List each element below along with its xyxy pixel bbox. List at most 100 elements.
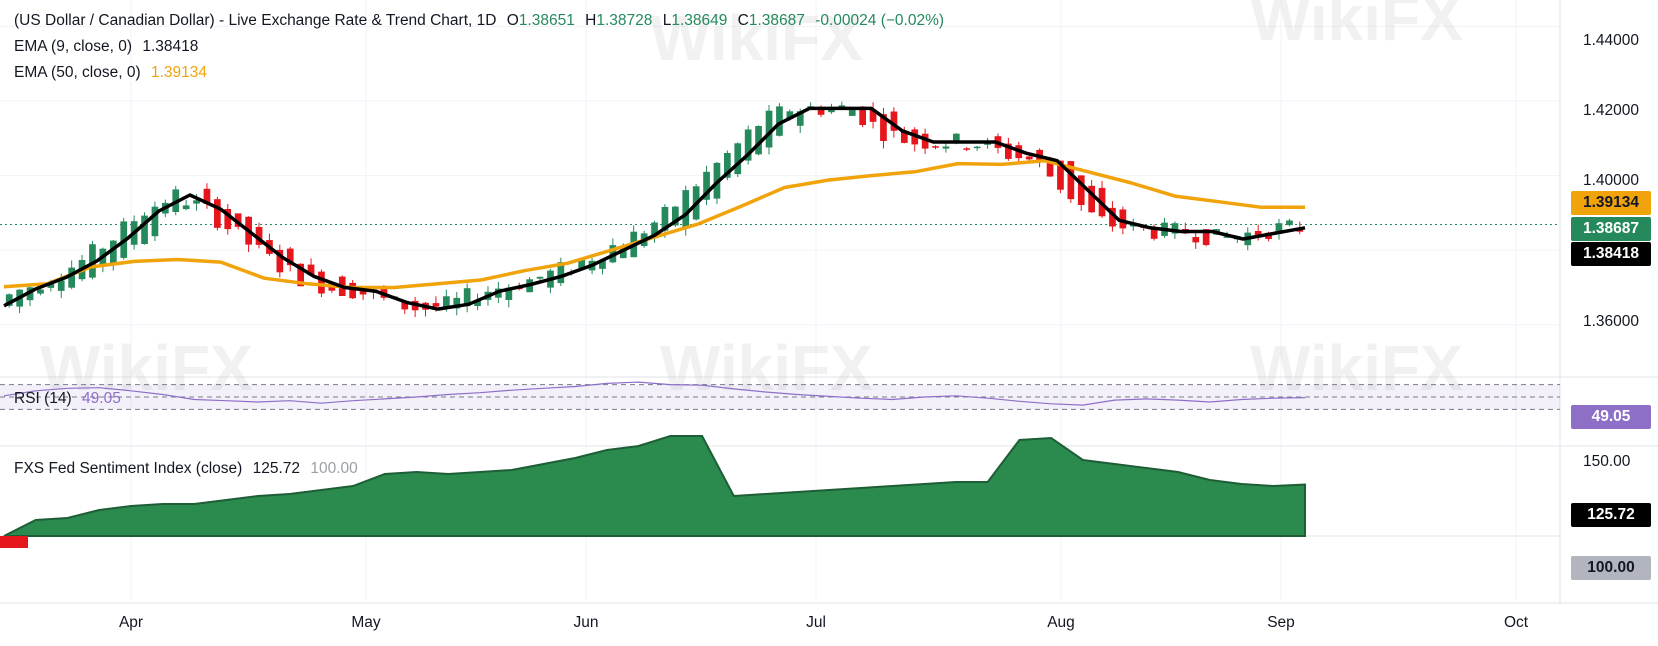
x-tick-label: May bbox=[351, 614, 381, 631]
low-label: L1.38649 bbox=[662, 12, 728, 29]
candle-body bbox=[557, 262, 565, 284]
candle-body bbox=[921, 133, 929, 149]
ema50-label: EMA (50, close, 0) bbox=[14, 64, 141, 81]
y-tick-label: 1.40000 bbox=[1583, 172, 1640, 189]
candle-body bbox=[817, 109, 825, 115]
candle-body bbox=[682, 190, 690, 229]
candle-body bbox=[838, 105, 846, 108]
candle-body bbox=[973, 146, 981, 149]
candle-body bbox=[234, 213, 242, 227]
candle-body bbox=[1088, 185, 1095, 213]
fxs-value: 125.72 bbox=[252, 460, 301, 477]
watermark-logo: WikiFX bbox=[40, 332, 253, 404]
candle-body bbox=[401, 300, 409, 310]
candle-body bbox=[224, 209, 232, 230]
candle-body bbox=[536, 276, 544, 279]
fxs-legend: FXS Fed Sentiment Index (close) 125.72 1… bbox=[14, 460, 364, 478]
price-legend: (US Dollar / Canadian Dollar) - Live Exc… bbox=[14, 12, 950, 30]
fxs-value-badge: 125.72 bbox=[1571, 503, 1651, 527]
rsi-legend: RSI (14) 49.05 bbox=[14, 390, 127, 408]
candle-body bbox=[578, 260, 585, 269]
candle-body bbox=[1286, 220, 1293, 226]
candle-body bbox=[37, 289, 44, 294]
ema9-price-badge: 1.38418 bbox=[1571, 242, 1651, 266]
fxs-area bbox=[3, 435, 1306, 537]
x-tick-label: Sep bbox=[1267, 614, 1295, 631]
chart-title: (US Dollar / Canadian Dollar) - Live Exc… bbox=[14, 12, 497, 29]
fxs-y-tick-label: 150.00 bbox=[1583, 453, 1631, 470]
candle-body bbox=[151, 206, 159, 237]
candle-body bbox=[432, 303, 440, 307]
ema50-legend: EMA (50, close, 0) 1.39134 bbox=[14, 64, 213, 82]
candle-body bbox=[953, 133, 960, 142]
x-tick-label: Jun bbox=[573, 614, 599, 631]
watermark-logo: WikiFX bbox=[1250, 0, 1463, 54]
fxs-secondary-value: 100.00 bbox=[310, 460, 358, 477]
candle-body bbox=[1109, 207, 1116, 227]
rsi-value-badge: 49.05 bbox=[1571, 405, 1651, 429]
rsi-line bbox=[3, 381, 1306, 406]
candle-body bbox=[453, 297, 461, 309]
candle-body bbox=[505, 287, 513, 300]
candle-body bbox=[1171, 223, 1179, 234]
candle-body bbox=[734, 143, 742, 175]
candle-body bbox=[443, 296, 450, 309]
y-tick-label: 1.42000 bbox=[1583, 102, 1640, 119]
fxs-label: FXS Fed Sentiment Index (close) bbox=[14, 460, 243, 477]
candle-body bbox=[57, 280, 65, 291]
candle-body bbox=[1025, 156, 1033, 160]
candle-body bbox=[796, 111, 804, 126]
candle-body bbox=[848, 110, 856, 116]
candle-body bbox=[1005, 143, 1012, 159]
change-label: -0.00024 (−0.02%) bbox=[815, 12, 945, 29]
ema50-value: 1.39134 bbox=[150, 64, 207, 81]
candle-body bbox=[307, 264, 315, 276]
candle-body bbox=[203, 188, 211, 204]
candle-body bbox=[1150, 228, 1158, 239]
candle-body bbox=[110, 240, 117, 264]
candle-body bbox=[68, 267, 75, 288]
candle-body bbox=[869, 109, 877, 122]
x-tick-label: Apr bbox=[118, 614, 144, 631]
y-tick-label: 1.44000 bbox=[1583, 32, 1640, 49]
candle-body bbox=[599, 259, 606, 269]
x-tick-label: Aug bbox=[1047, 614, 1075, 631]
candle-body bbox=[255, 227, 263, 245]
candle-body bbox=[1192, 237, 1200, 243]
candle-body bbox=[859, 106, 866, 125]
fxs-baseline-badge: 100.00 bbox=[1571, 556, 1651, 580]
ema9-legend: EMA (9, close, 0) 1.38418 bbox=[14, 38, 204, 56]
candle-body bbox=[786, 111, 794, 119]
candle-body bbox=[286, 248, 294, 266]
x-tick-label: Oct bbox=[1503, 614, 1529, 631]
candle-body bbox=[474, 300, 481, 306]
candle-body bbox=[755, 126, 762, 155]
candle-body bbox=[1046, 162, 1054, 177]
candle-body bbox=[141, 215, 148, 244]
candle-body bbox=[5, 294, 13, 306]
high-label: H1.38728 bbox=[585, 12, 653, 29]
candle-body bbox=[724, 153, 731, 178]
watermark-logo: WikiFX bbox=[1250, 332, 1463, 404]
candle-body bbox=[776, 106, 783, 136]
x-tick-label: Jul bbox=[806, 614, 826, 631]
candle-body bbox=[765, 110, 773, 148]
candle-body bbox=[651, 222, 658, 239]
candle-body bbox=[349, 282, 356, 299]
ema50-price-badge: 1.39134 bbox=[1571, 191, 1651, 215]
candle-body bbox=[672, 206, 679, 226]
ema9-value: 1.38418 bbox=[142, 38, 199, 55]
watermark-logo: WikiFX bbox=[650, 2, 863, 74]
last-price-badge: 1.38687 bbox=[1571, 217, 1651, 241]
candle-body bbox=[1067, 161, 1075, 200]
candle-body bbox=[1202, 229, 1210, 245]
candle-body bbox=[932, 146, 939, 148]
candle-body bbox=[703, 171, 710, 200]
candle-body bbox=[1057, 160, 1064, 190]
candle-body bbox=[901, 131, 908, 143]
rsi-value: 49.05 bbox=[82, 390, 121, 407]
candle-body bbox=[276, 249, 284, 273]
candle-body bbox=[963, 148, 971, 150]
candle-body bbox=[942, 146, 950, 149]
